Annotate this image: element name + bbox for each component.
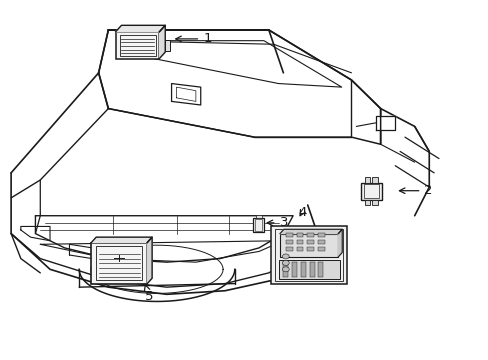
Bar — [296, 247, 303, 251]
Bar — [283, 262, 287, 277]
Bar — [318, 262, 323, 277]
Bar — [119, 35, 155, 56]
Bar — [165, 40, 170, 50]
Bar — [271, 226, 346, 284]
Bar — [372, 200, 377, 205]
Bar — [361, 183, 381, 200]
Bar — [296, 233, 303, 237]
Bar — [372, 177, 377, 183]
Bar — [116, 32, 159, 59]
Polygon shape — [338, 229, 342, 257]
Bar — [253, 218, 264, 232]
Bar — [365, 200, 369, 205]
Bar — [91, 243, 147, 284]
Bar — [300, 262, 305, 277]
Bar — [317, 247, 324, 251]
Circle shape — [282, 254, 288, 259]
Bar — [96, 246, 142, 280]
Text: 1: 1 — [175, 32, 211, 45]
Circle shape — [282, 267, 288, 272]
Bar — [306, 247, 313, 251]
Bar — [280, 234, 338, 257]
Polygon shape — [147, 237, 152, 284]
Bar — [254, 219, 262, 231]
Polygon shape — [375, 116, 394, 130]
Bar — [365, 177, 369, 183]
Text: 2: 2 — [399, 184, 432, 197]
Text: 4: 4 — [297, 206, 306, 219]
Bar — [306, 233, 313, 237]
Bar — [309, 262, 314, 277]
Circle shape — [282, 260, 288, 265]
Bar — [275, 229, 342, 281]
Polygon shape — [280, 229, 342, 234]
Polygon shape — [116, 25, 165, 32]
Bar — [363, 184, 378, 198]
Bar — [255, 215, 261, 218]
Bar — [285, 247, 292, 251]
Bar — [296, 240, 303, 244]
Polygon shape — [91, 237, 152, 243]
Bar — [317, 233, 324, 237]
Text: 5: 5 — [144, 284, 153, 303]
Bar — [278, 260, 340, 279]
Text: 3: 3 — [266, 216, 287, 229]
Polygon shape — [159, 25, 165, 59]
Bar — [317, 240, 324, 244]
Bar — [285, 233, 292, 237]
Bar — [291, 262, 296, 277]
Bar — [285, 240, 292, 244]
Bar — [306, 240, 313, 244]
